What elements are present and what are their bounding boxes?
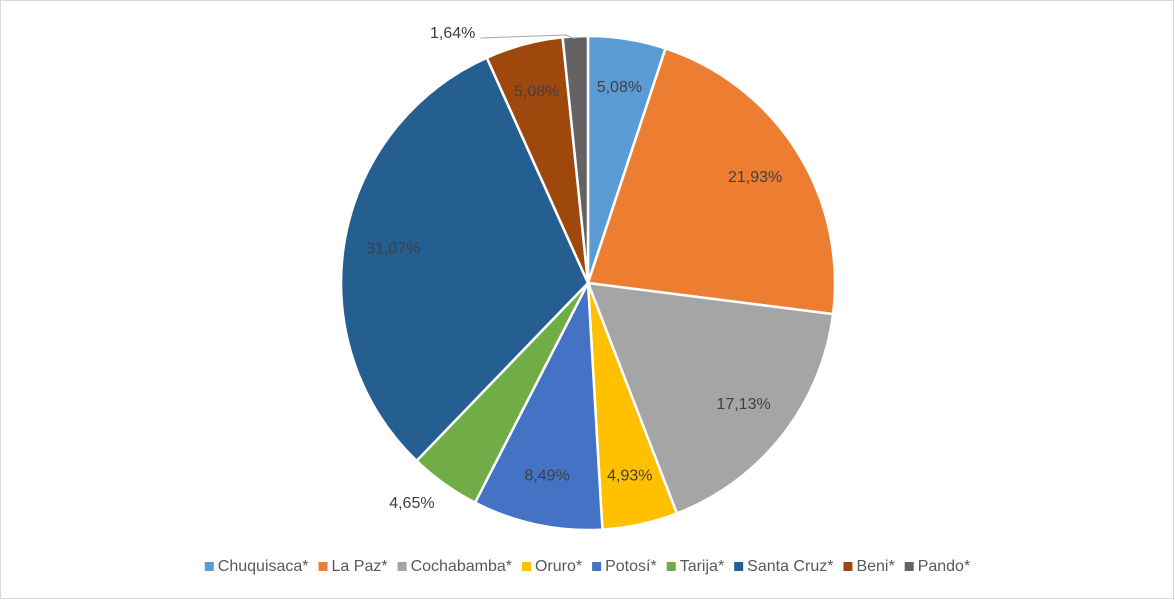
pie-slice: [561, 34, 590, 284]
pie-slice: [339, 56, 590, 463]
legend-text: Santa Cruz*: [747, 558, 833, 575]
pie-slice: [586, 281, 835, 516]
legend-swatch: [592, 562, 602, 571]
data-label: 4,65%: [389, 495, 434, 512]
legend-text: Tarija*: [680, 558, 724, 575]
legend-swatch: [318, 562, 328, 571]
data-label: 4,93%: [607, 467, 652, 484]
legend-swatch: [397, 562, 407, 571]
legend-text: Cochabamba*: [411, 558, 512, 575]
data-label: 5,08%: [514, 83, 559, 100]
legend-swatch: [734, 562, 744, 571]
data-label: 1,64%: [430, 25, 475, 42]
data-label: 8,49%: [524, 468, 569, 485]
data-label: 31,07%: [366, 240, 420, 257]
pie-slice: [473, 278, 604, 532]
legend-swatch: [843, 562, 853, 571]
legend-text: Potosí*: [605, 558, 657, 575]
leader-line: [480, 34, 576, 40]
legend-text: Beni*: [856, 558, 894, 575]
data-label: 21,93%: [728, 169, 782, 186]
data-label: 5,08%: [597, 79, 642, 96]
legend-text: Chuquisaca*: [218, 558, 309, 575]
legend-swatch: [666, 562, 676, 571]
legend-text: La Paz*: [332, 558, 388, 575]
legend-swatch: [904, 562, 914, 571]
legend-swatch: [521, 562, 531, 571]
legend-swatch: [204, 562, 214, 571]
legend-text: Pando*: [918, 558, 971, 575]
pie-slice: [586, 46, 837, 316]
data-label: 17,13%: [716, 396, 770, 413]
legend-text: Oruro*: [535, 558, 582, 575]
